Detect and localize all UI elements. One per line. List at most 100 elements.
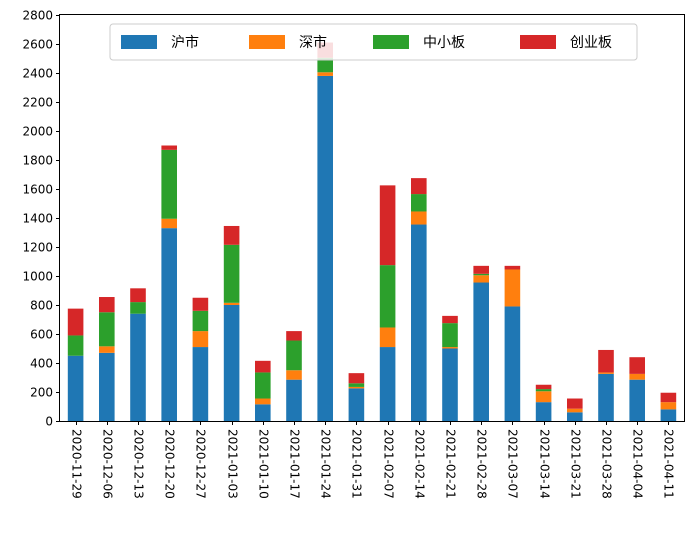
bar-2021-03-21-series-1: [567, 408, 583, 413]
bar-2020-12-20-series-2: [161, 149, 177, 219]
bar-2020-12-13-series-2: [130, 302, 146, 314]
bar-2021-01-10-series-3: [255, 360, 271, 373]
bar-2020-12-27-series-3: [192, 297, 209, 311]
bar-2021-04-11-series-0: [660, 409, 677, 421]
x-tick-label: 2021-03-07: [506, 429, 520, 499]
bar-2021-01-17-series-1: [286, 370, 302, 380]
bar-2021-04-11-series-1: [660, 402, 677, 410]
legend: 沪市 深市 中小板 创业板: [109, 23, 638, 61]
bar-2021-01-03-series-0: [223, 305, 240, 421]
bar-2021-03-14-series-1: [535, 391, 552, 403]
bar-2021-01-24-series-1: [317, 72, 333, 76]
legend-label-1: 深市: [299, 34, 327, 51]
bar-2021-02-14-series-1: [411, 211, 427, 225]
y-tick-label: 1800: [22, 154, 53, 168]
bar-2021-01-31-series-0: [348, 388, 365, 422]
bar-2021-02-21-series-3: [442, 315, 458, 324]
x-tick-label: 2021-04-11: [662, 429, 676, 499]
bar-2021-01-03-series-2: [223, 244, 240, 303]
bar-2020-12-27-series-1: [192, 331, 209, 348]
bar-2020-12-13-series-0: [130, 313, 146, 421]
x-tick-label: 2020-11-29: [70, 429, 84, 499]
bar-2021-01-17-series-3: [286, 331, 302, 341]
y-tick-label: 2600: [22, 38, 53, 52]
y-tick-label: 2400: [22, 67, 53, 81]
y-tick-label: 2000: [22, 125, 53, 139]
bar-2021-02-28-series-1: [473, 275, 489, 283]
x-tick-label: 2021-02-21: [444, 429, 458, 499]
bar-2021-04-04-series-0: [629, 379, 645, 421]
bar-2020-11-29-series-2: [67, 335, 84, 356]
y-tick-label: 1600: [22, 183, 53, 197]
bar-2021-02-14-series-3: [411, 178, 427, 195]
bar-2020-12-20-series-1: [161, 218, 177, 229]
y-axis: 0 200 400 600 800 1000 1200 1400 1600 1800 2000 220…: [22, 9, 60, 429]
y-tick-label: 0: [45, 415, 53, 429]
y-tick-label: 800: [30, 299, 53, 313]
bar-2021-01-31-series-3: [348, 373, 365, 384]
y-tick-label: 2200: [22, 96, 53, 110]
x-tick-label: 2021-02-14: [413, 429, 427, 499]
bar-2021-01-24-series-2: [317, 57, 333, 73]
bar-2021-04-04-series-1: [629, 373, 645, 380]
x-tick-label: 2021-03-28: [600, 429, 614, 499]
legend-swatch-1: [249, 35, 285, 49]
y-tick-label: 200: [30, 386, 53, 400]
y-tick-label: 1000: [22, 270, 53, 284]
bar-2021-01-31-series-1: [348, 386, 365, 389]
x-tick-label: 2021-04-04: [631, 429, 645, 499]
x-tick-label: 2020-12-27: [194, 429, 208, 499]
bar-2020-12-27-series-2: [192, 310, 209, 332]
x-axis: 2020-11-29 2020-12-06 2020-12-13 2020-12-20…: [70, 421, 676, 499]
x-tick-label: 2021-01-24: [319, 429, 333, 499]
legend-label-0: 沪市: [171, 34, 199, 51]
x-tick-label: 2021-03-14: [538, 429, 552, 499]
bar-2020-11-29-series-3: [67, 308, 84, 336]
bar-2021-01-31-series-2: [348, 383, 365, 387]
bar-2021-02-28-series-3: [473, 265, 489, 274]
bar-2021-02-28-series-0: [473, 282, 489, 421]
legend-swatch-0: [121, 35, 157, 49]
x-tick-label: 2021-02-28: [475, 429, 489, 499]
bar-2021-04-11-series-3: [660, 392, 677, 403]
bar-2021-02-07-series-3: [379, 185, 396, 266]
x-tick-label: 2021-03-21: [569, 429, 583, 499]
bar-2021-01-17-series-0: [286, 379, 302, 421]
bar-2021-02-07-series-0: [379, 347, 396, 421]
bar-2021-03-28-series-1: [598, 372, 614, 374]
y-tick-label: 400: [30, 357, 53, 371]
bar-2021-03-28-series-0: [598, 373, 614, 422]
legend-label-2: 中小板: [423, 35, 465, 51]
y-tick-label: 1400: [22, 212, 53, 226]
bar-2020-12-06-series-2: [99, 312, 115, 347]
bar-2021-01-10-series-0: [255, 404, 271, 421]
x-tick-label: 2020-12-13: [132, 429, 146, 499]
x-tick-label: 2021-01-10: [257, 429, 271, 499]
bar-2021-03-21-series-3: [567, 398, 583, 409]
bars-layer: [67, 42, 677, 422]
y-tick-label: 1200: [22, 241, 53, 255]
x-tick-label: 2021-02-07: [382, 429, 396, 499]
bar-2021-01-24-series-0: [317, 75, 333, 422]
bar-2021-04-04-series-3: [629, 357, 645, 374]
bar-2021-03-07-series-0: [504, 306, 521, 421]
bar-2021-03-28-series-3: [598, 349, 614, 373]
bar-2021-03-14-series-0: [535, 402, 552, 421]
bar-2021-03-21-series-0: [567, 412, 583, 421]
bar-2021-01-03-series-1: [223, 302, 240, 305]
bar-2021-02-28-series-2: [473, 273, 489, 276]
bar-2021-02-07-series-1: [379, 327, 396, 348]
y-tick-label: 2800: [22, 9, 53, 23]
plot-frame: [59, 14, 685, 422]
bar-2020-12-06-series-3: [99, 297, 115, 313]
bar-2021-02-21-series-0: [442, 348, 458, 421]
bar-2021-01-10-series-1: [255, 398, 271, 405]
x-tick-label: 2020-12-20: [163, 429, 177, 499]
bar-2021-03-14-series-2: [535, 389, 552, 392]
bar-2020-12-06-series-1: [99, 346, 115, 353]
bar-2020-12-20-series-3: [161, 145, 177, 150]
bar-2020-12-27-series-0: [192, 347, 209, 421]
bar-2021-03-07-series-1: [504, 269, 521, 307]
bar-2021-03-07-series-3: [504, 265, 521, 270]
